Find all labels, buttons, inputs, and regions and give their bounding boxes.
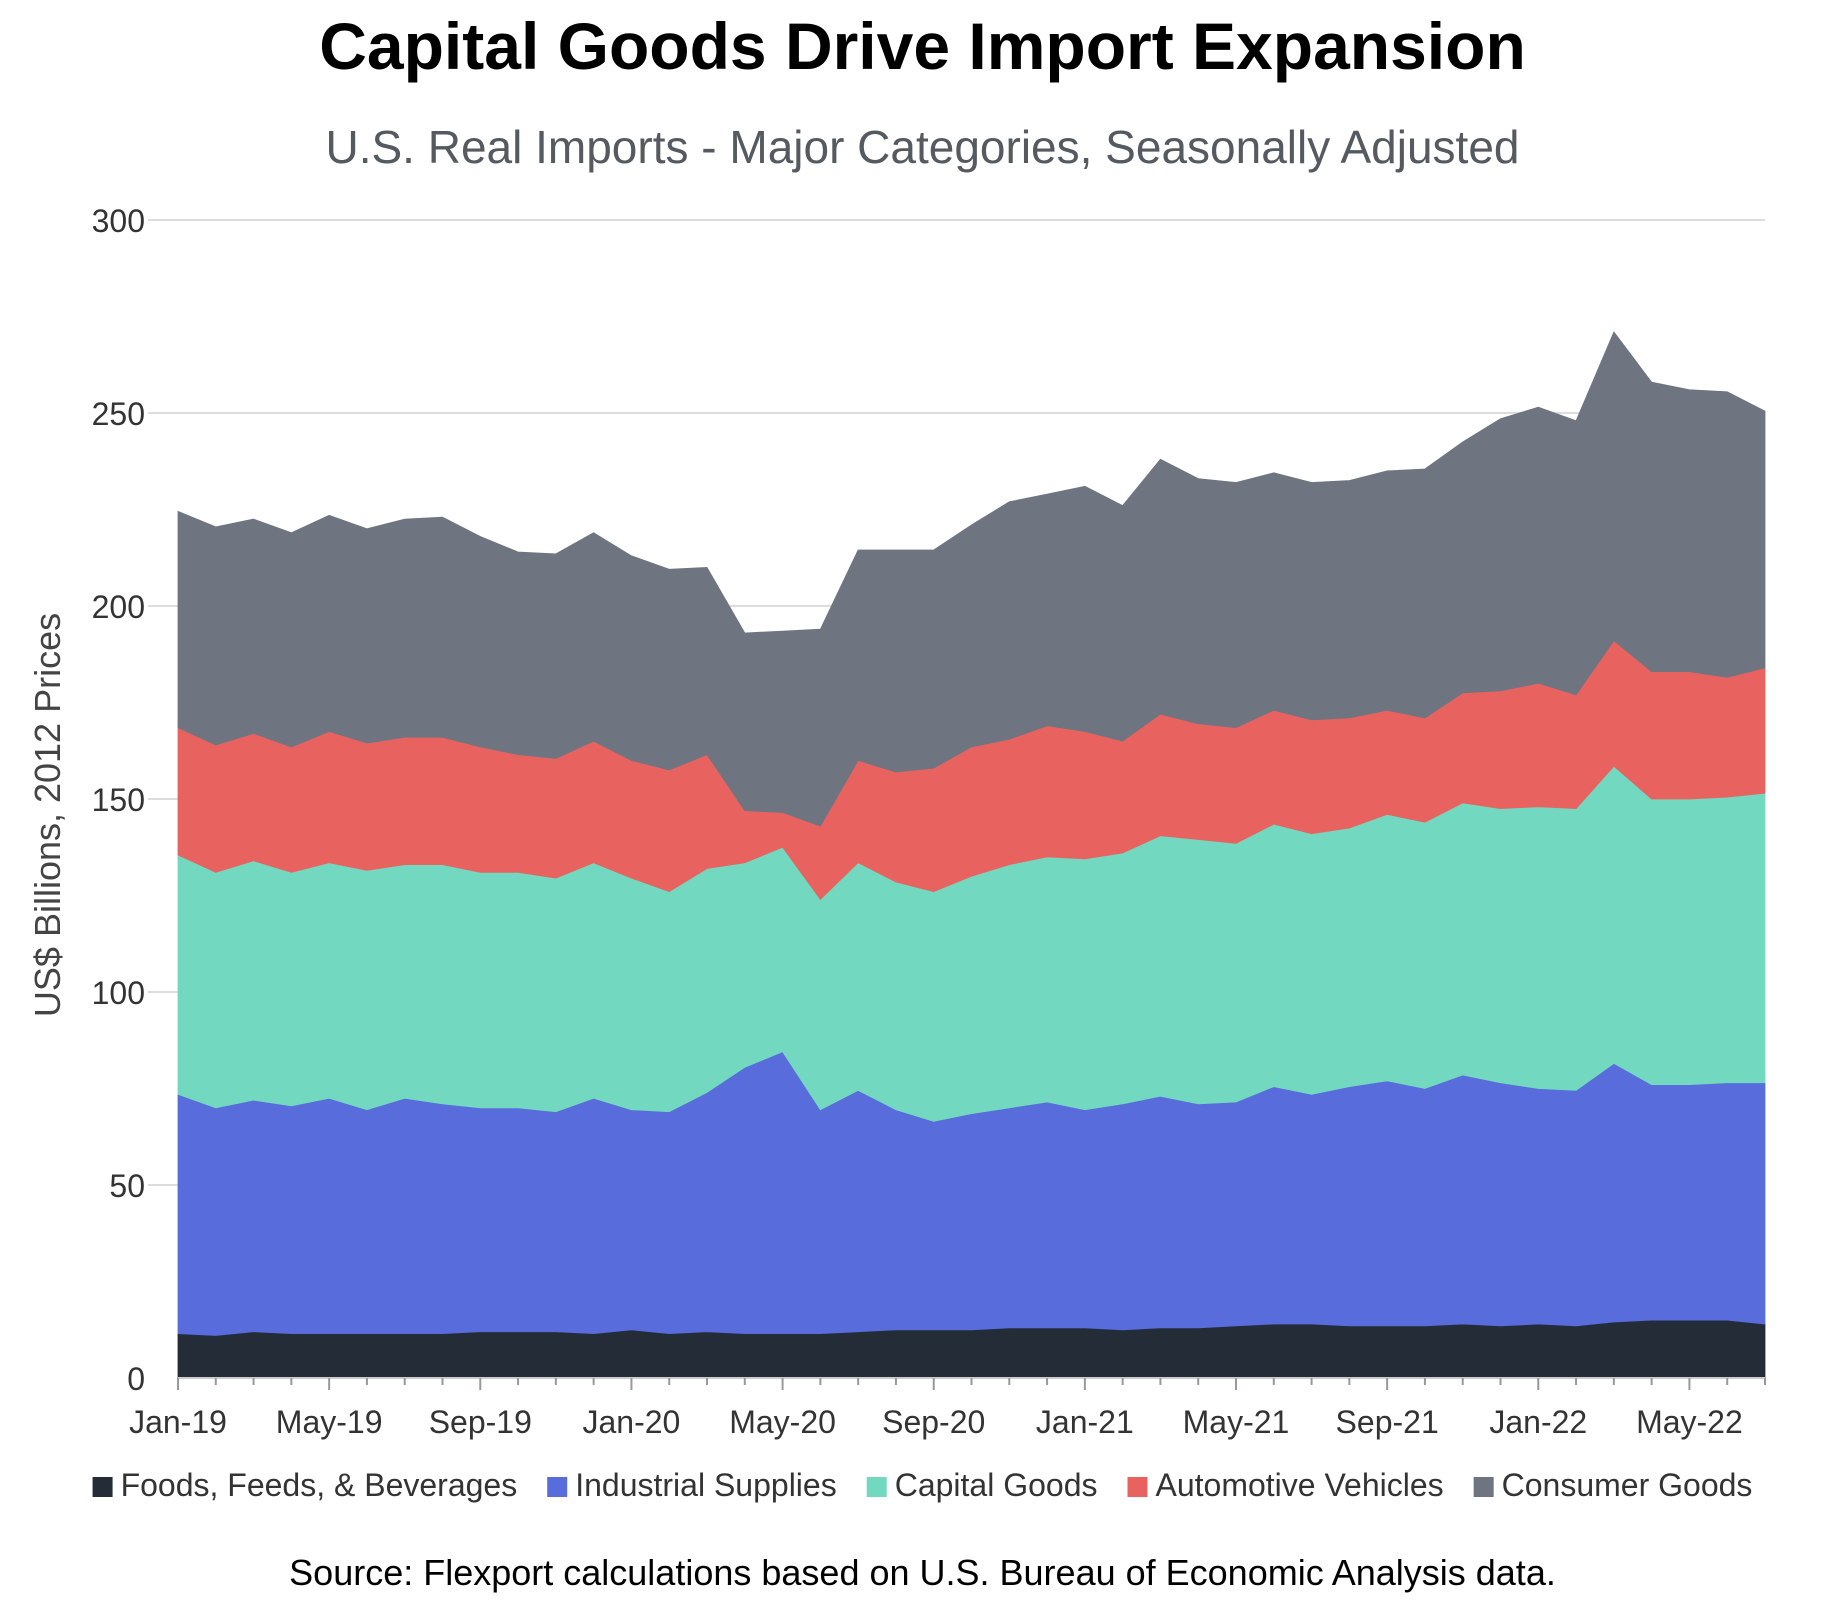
chart-subtitle: U.S. Real Imports - Major Categories, Se…	[325, 121, 1520, 173]
y-tick-label: 200	[92, 589, 145, 625]
y-axis: 0 50 100 150 200 250 300	[92, 203, 145, 1397]
x-tick-label: Jan-19	[129, 1404, 227, 1440]
x-tick-label: May-22	[1636, 1404, 1743, 1440]
x-tick-label: May-21	[1183, 1404, 1290, 1440]
stacked-area-chart: Jan-19 May-19 Sep-19 Jan-20 May-20 Sep-20 Jan-…	[27, 203, 1766, 1503]
source-note: Source: Flexport calculations based on U…	[289, 1552, 1556, 1593]
legend-label: Capital Goods	[895, 1467, 1098, 1503]
x-tick-label: May-19	[276, 1404, 383, 1440]
legend-swatch	[1473, 1477, 1494, 1497]
legend-label: Industrial Supplies	[575, 1467, 836, 1503]
legend-label: Foods, Feeds, & Beverages	[121, 1467, 518, 1503]
y-tick-label: 250	[92, 396, 145, 432]
y-tick-label: 0	[127, 1361, 145, 1397]
x-tick-label: Jan-21	[1036, 1404, 1134, 1440]
x-tick-label: Sep-21	[1336, 1404, 1439, 1440]
legend-swatch	[1127, 1477, 1148, 1497]
x-tick-label: Jan-22	[1489, 1404, 1587, 1440]
legend-swatch	[547, 1477, 568, 1497]
legend: Foods, Feeds, & Beverages Industrial Supp…	[92, 1467, 1753, 1503]
y-tick-label: 50	[109, 1168, 145, 1204]
x-tick-label: May-20	[729, 1404, 836, 1440]
y-tick-label: 100	[92, 975, 145, 1011]
y-tick-label: 150	[92, 782, 145, 818]
x-axis: Jan-19 May-19 Sep-19 Jan-20 May-20 Sep-20 Jan-…	[129, 1377, 1766, 1440]
chart-title: Capital Goods Drive Import Expansion	[319, 9, 1526, 83]
x-tick-label: Sep-19	[429, 1404, 532, 1440]
series-areas	[177, 331, 1766, 1379]
y-tick-label: 300	[92, 203, 145, 239]
area-consumer-goods	[177, 331, 1766, 827]
legend-swatch	[866, 1477, 887, 1497]
legend-swatch	[92, 1477, 113, 1497]
x-tick-label: Jan-20	[583, 1404, 681, 1440]
legend-label: Automotive Vehicles	[1155, 1467, 1443, 1503]
legend-label: Consumer Goods	[1502, 1467, 1753, 1503]
y-axis-label: US$ Billions, 2012 Prices	[27, 613, 68, 1017]
x-tick-label: Sep-20	[882, 1404, 985, 1440]
